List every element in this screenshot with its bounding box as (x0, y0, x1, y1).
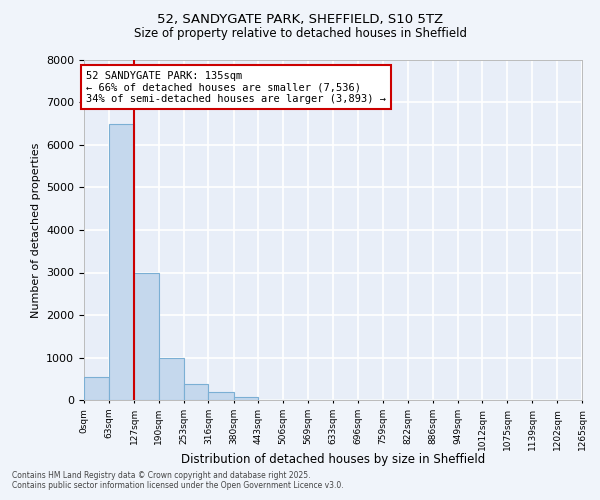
Text: 52 SANDYGATE PARK: 135sqm
← 66% of detached houses are smaller (7,536)
34% of se: 52 SANDYGATE PARK: 135sqm ← 66% of detac… (86, 70, 386, 104)
Text: Contains HM Land Registry data © Crown copyright and database right 2025.
Contai: Contains HM Land Registry data © Crown c… (12, 470, 344, 490)
Bar (208, 392, 233, 400)
Bar (84, 376, 109, 400)
Bar (159, 358, 184, 400)
Text: 52, SANDYGATE PARK, SHEFFIELD, S10 5TZ: 52, SANDYGATE PARK, SHEFFIELD, S10 5TZ (157, 12, 443, 26)
X-axis label: Distribution of detached houses by size in Sheffield: Distribution of detached houses by size … (181, 452, 485, 466)
Y-axis label: Number of detached properties: Number of detached properties (31, 142, 41, 318)
Text: Size of property relative to detached houses in Sheffield: Size of property relative to detached ho… (133, 28, 467, 40)
Bar (233, 397, 259, 400)
Bar (184, 384, 208, 400)
Bar (109, 124, 134, 400)
Bar (134, 272, 159, 400)
